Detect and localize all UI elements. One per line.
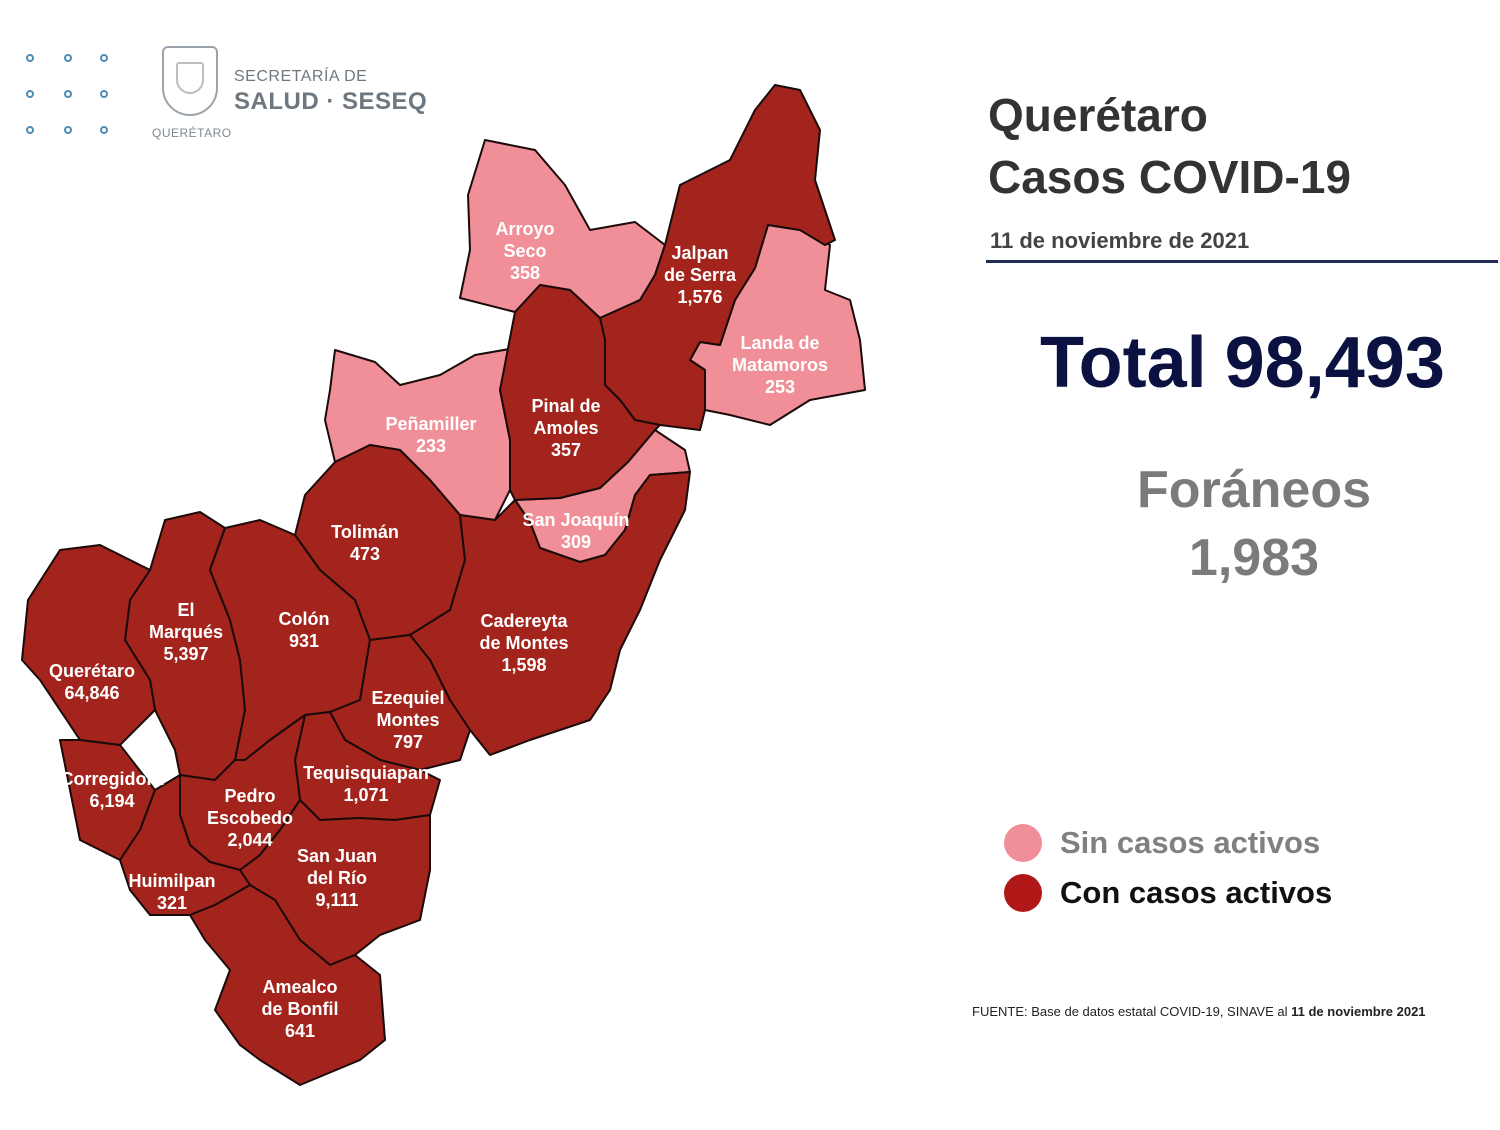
source-date: 11 de noviembre 2021 [1291, 1004, 1426, 1019]
legend-item-sin-casos: Sin casos activos [1004, 824, 1320, 862]
foraneos-value: 1,983 [1188, 529, 1320, 587]
label-landa: Landa de Matamoros 253 [731, 333, 829, 397]
label-penamiller: Peñamiller 233 [385, 414, 477, 456]
label-cadereyta: Cadereyta de Montes 1,598 [479, 611, 569, 675]
region-ezequiel [329, 634, 471, 771]
logo-salud-text: SALUD · SESEQ [234, 88, 428, 115]
dot-pattern-icon [20, 46, 115, 136]
legend-label-con-casos: Con casos activos [1060, 875, 1333, 910]
source-prefix: FUENTE: Base de datos estatal COVID-19, … [972, 1004, 1288, 1019]
legend-swatch-dark [1004, 874, 1042, 912]
label-corregidora: Corregidora 6,194 [60, 769, 164, 811]
region-amealco [189, 884, 386, 1086]
total-value: 98,493 [1224, 323, 1445, 403]
region-queretaro [21, 544, 156, 746]
logo-secretaria-text: SECRETARÍA DE [234, 68, 368, 85]
legend-swatch-light [1004, 824, 1042, 862]
label-arroyo-seco: Arroyo Seco 358 [495, 219, 555, 283]
title-underline [986, 260, 1498, 263]
label-pinal: Pinal de Amoles 357 [531, 396, 601, 460]
region-penamiller [324, 347, 516, 521]
region-pinal [499, 284, 661, 501]
label-tequisquiapan: Tequisquiapan 1,071 [303, 763, 429, 805]
label-ezequiel: Ezequiel Montes 797 [371, 688, 445, 752]
foraneos-label: Foráneos [1136, 461, 1372, 519]
legend-label-sin-casos: Sin casos activos [1060, 825, 1321, 860]
legend-item-con-casos: Con casos activos [1004, 874, 1332, 912]
queretaro-map: Arroyo Seco 358 Jalpan de Serra 1,576 Landa … [21, 84, 866, 1086]
label-queretaro: Querétaro 64,846 [48, 661, 136, 703]
page-title-cases: Casos COVID-19 [988, 151, 1352, 203]
total-label: Total [1040, 323, 1207, 403]
map-svg [21, 84, 866, 1086]
region-huimilpan [119, 774, 251, 916]
report-date: 11 de noviembre de 2021 [990, 228, 1250, 253]
logo-seal-caption: QUERÉTARO [152, 126, 232, 140]
label-san-joaquin: San Joaquín 309 [522, 510, 630, 552]
label-jalpan: Jalpan de Serra 1,576 [663, 243, 737, 307]
label-amealco: Amealco de Bonfil 641 [261, 977, 339, 1041]
state-seal-icon [162, 46, 218, 116]
source-note: FUENTE: Base de datos estatal COVID-19, … [972, 1004, 1426, 1019]
page-title-state: Querétaro [988, 89, 1208, 141]
label-toliman: Tolimán 473 [331, 522, 399, 564]
label-huimilpan: Huimilpan 321 [128, 871, 216, 913]
label-el-marques: El Marqués 5,397 [148, 600, 224, 664]
label-san-juan: San Juan del Río 9,111 [296, 846, 378, 910]
seseq-logo: SECRETARÍA DE SALUD · SESEQ QUERÉTARO [14, 40, 434, 150]
label-colon: Colón 931 [278, 609, 330, 651]
total-cases: Total 98,493 [1040, 322, 1445, 404]
label-pedro-escobedo: Pedro Escobedo 2,044 [206, 786, 294, 850]
